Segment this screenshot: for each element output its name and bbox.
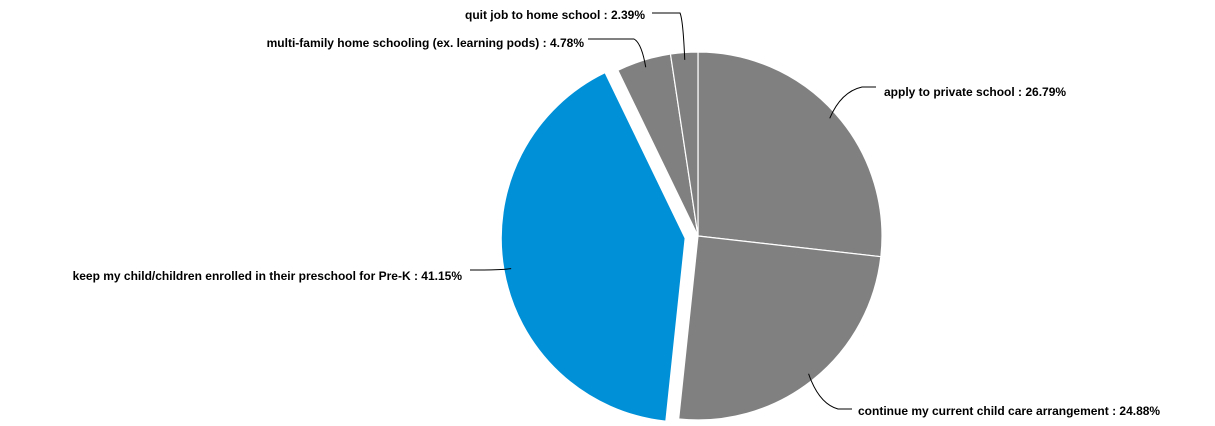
slice-label-keep-my-child-children-enrolled-in-their-preschool-for-pre-k: keep my child/children enrolled in their… [73,269,463,283]
slices-layer [500,51,883,422]
leader-line-quit-job-to-home-school [652,12,686,60]
leader-lines-layer [470,12,876,410]
pie-slice-keep-my-child-children-enrolled-in-their-preschool-for-pre-k [500,71,686,422]
leader-line-apply-to-private-school [829,86,876,119]
slice-label-multi-family-home-schooling-ex-learning-pods: multi-family home schooling (ex. learnin… [267,36,585,50]
leader-line-multi-family-home-schooling-ex-learning-pods [588,38,647,68]
slice-label-quit-job-to-home-school: quit job to home school : 2.39% [465,8,645,22]
pie-slice-apply-to-private-school [697,51,883,258]
leader-line-keep-my-child-children-enrolled-in-their-preschool-for-pre-k [470,268,512,271]
slice-label-apply-to-private-school: apply to private school : 26.79% [884,85,1066,99]
slice-label-continue-my-current-child-care-arrangement: continue my current child care arrangeme… [858,404,1160,418]
leader-line-continue-my-current-child-care-arrangement [808,373,852,410]
pie-slice-continue-my-current-child-care-arrangement [678,235,882,421]
labels-layer: apply to private school : 26.79% continue… [73,8,1161,418]
